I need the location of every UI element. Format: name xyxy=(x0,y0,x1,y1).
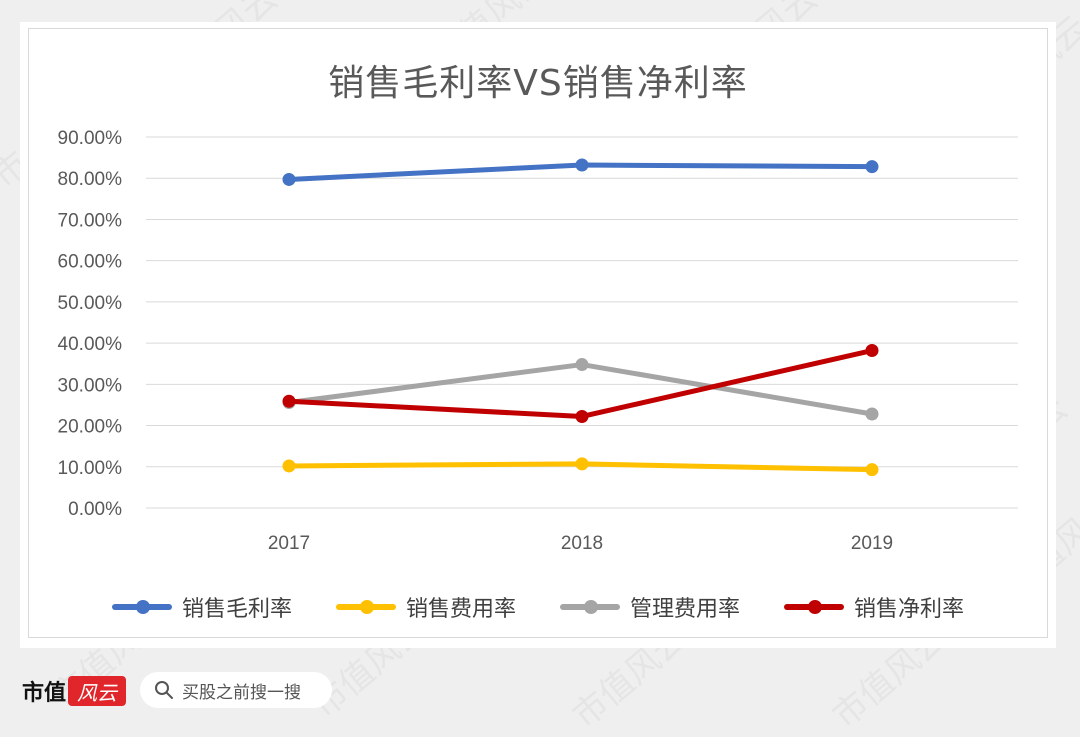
legend-label: 销售毛利率 xyxy=(181,597,292,622)
x-tick-label: 2019 xyxy=(851,533,893,554)
search-box[interactable]: 买股之前搜一搜 xyxy=(140,672,332,708)
legend-swatch xyxy=(335,600,396,614)
chart-frame xyxy=(28,28,1048,638)
y-tick-label: 20.00% xyxy=(58,417,123,438)
x-tick-label: 2017 xyxy=(268,533,310,554)
y-tick-label: 30.00% xyxy=(58,375,123,396)
search-icon xyxy=(155,681,173,699)
data-point xyxy=(575,158,589,172)
legend-swatch xyxy=(111,600,172,614)
y-tick-label: 40.00% xyxy=(58,334,123,355)
legend-marker xyxy=(359,600,374,614)
data-point xyxy=(865,407,879,421)
legend: 销售毛利率 销售费用率 管理费用率 销售净利率 xyxy=(20,592,1056,622)
legend-swatch xyxy=(560,600,620,614)
data-point xyxy=(865,344,879,358)
legend-item: 销售费用率 xyxy=(335,591,516,623)
data-point xyxy=(575,409,589,423)
logo-seal: 风云 xyxy=(68,676,127,706)
y-tick-label: 60.00% xyxy=(58,252,123,273)
legend-marker xyxy=(135,600,150,614)
data-point xyxy=(865,463,879,477)
legend-label: 销售净利率 xyxy=(854,597,965,622)
legend-item: 销售净利率 xyxy=(784,591,964,623)
legend-label: 销售费用率 xyxy=(405,597,516,622)
y-tick-label: 80.00% xyxy=(58,169,123,190)
data-point xyxy=(282,394,296,408)
y-tick-label: 0.00% xyxy=(68,499,122,520)
y-tick-label: 70.00% xyxy=(58,210,123,231)
search-text: 买股之前搜一搜 xyxy=(182,682,301,703)
legend-item: 销售毛利率 xyxy=(111,591,292,623)
legend-item: 管理费用率 xyxy=(560,591,740,623)
brand-logo: 市值 风云 xyxy=(22,674,127,708)
legend-swatch xyxy=(784,600,845,614)
legend-label: 管理费用率 xyxy=(630,597,741,622)
line-chart: 0.00% 10.00% 20.00% 30.00% 40.00% 50.00% 60.00… xyxy=(58,128,1018,554)
data-point xyxy=(282,459,296,473)
data-point xyxy=(575,358,589,372)
data-point xyxy=(575,457,589,471)
legend-marker xyxy=(584,600,598,614)
y-tick-label: 50.00% xyxy=(58,293,123,314)
data-point xyxy=(865,160,879,174)
y-tick-label: 90.00% xyxy=(58,128,123,149)
y-tick-label: 10.00% xyxy=(58,458,123,479)
legend-marker xyxy=(808,600,823,614)
x-tick-label: 2018 xyxy=(561,533,603,554)
chart-title: 销售毛利率VS销售净利率 xyxy=(328,63,748,104)
chart-card: 销售毛利率VS销售净利率 0.00% 10.00% 20.00% 30.00% 40.0… xyxy=(20,22,1056,648)
logo-text: 市值 xyxy=(22,680,67,706)
data-point xyxy=(282,172,296,186)
